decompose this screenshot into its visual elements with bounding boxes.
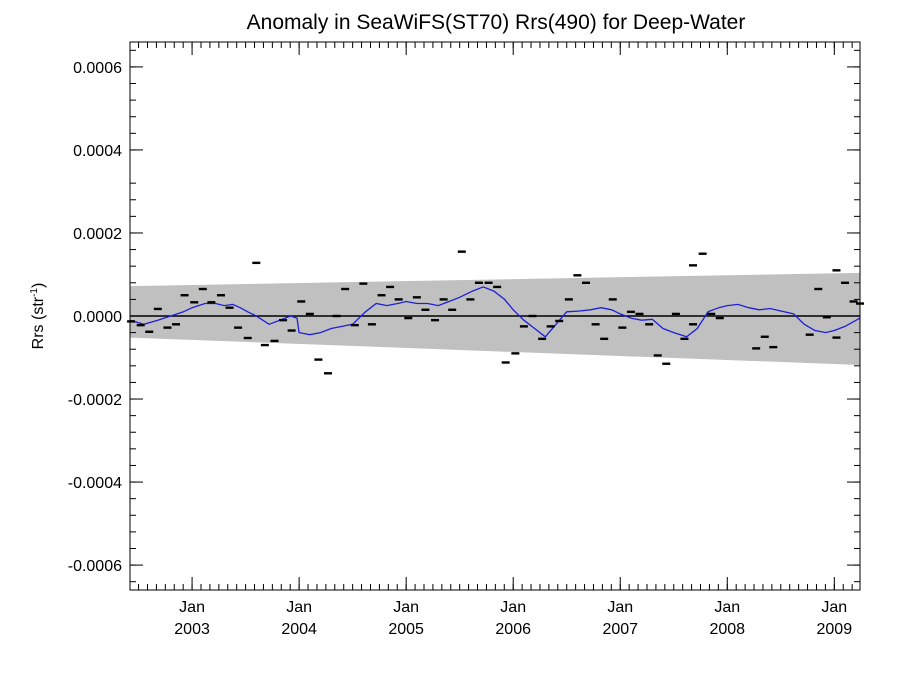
y-tick-label: -0.0004 (68, 475, 122, 492)
y-tick-label: 0.0006 (73, 60, 122, 77)
y-tick-label: 0.0002 (73, 226, 122, 243)
y-tick-label: -0.0002 (68, 392, 122, 409)
x-tick-year: 2009 (817, 621, 853, 638)
x-tick-month: Jan (714, 599, 740, 616)
plot-area: 0.0006 0.0004 0.0002 0.0000 -0.0002 -0.0004 -0… (68, 41, 864, 638)
y-tick-label: -0.0006 (68, 558, 122, 575)
y-tick-label: 0.0004 (73, 143, 122, 160)
x-tick-year: 2008 (709, 621, 745, 638)
x-tick-month: Jan (286, 599, 312, 616)
smoothed-line (129, 286, 861, 338)
x-tick-year: 2003 (174, 621, 210, 638)
x-tick-year: 2006 (495, 621, 531, 638)
y-axis-label-main: Rrs (str (30, 296, 47, 349)
x-tick-year: 2004 (281, 621, 317, 638)
x-tick-year: 2007 (602, 621, 638, 638)
x-tick-month: Jan (393, 599, 419, 616)
y-axis-label-close: ) (30, 283, 47, 288)
x-tick-month: Jan (607, 599, 633, 616)
y-tick-label: 0.0000 (73, 309, 122, 326)
x-tick-month: Jan (821, 599, 847, 616)
y-axis-label: Rrs (str-1) (29, 283, 47, 350)
x-tick-month: Jan (500, 599, 526, 616)
confidence-band (130, 272, 860, 365)
x-tick-year: 2005 (388, 621, 424, 638)
x-tick-month: Jan (179, 599, 205, 616)
chart-title: Anomaly in SeaWiFS(ST70) Rrs(490) for De… (247, 11, 746, 34)
y-axis-label-sup: -1 (29, 288, 40, 297)
